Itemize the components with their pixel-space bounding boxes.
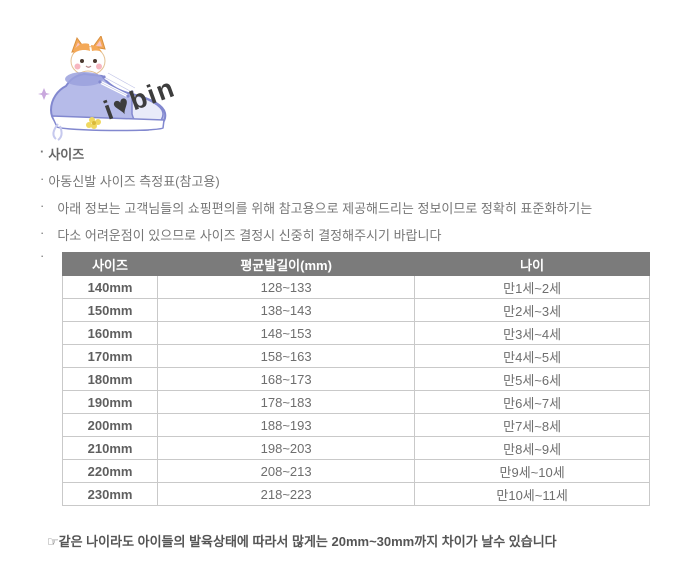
flower-icon [86, 117, 101, 129]
cell-size: 150mm [61, 298, 159, 322]
bullet-icon: · [40, 171, 45, 186]
cell-size: 180mm [61, 367, 159, 391]
cell-foot-length: 128~133 [157, 275, 416, 299]
cell-age: 만1세~2세 [414, 275, 650, 299]
bullet-icon: · [40, 248, 45, 263]
cell-foot-length: 218~223 [157, 482, 416, 506]
note-text: 사이즈 [48, 147, 85, 162]
header-age: 나이 [414, 252, 650, 276]
cell-age: 만9세~10세 [414, 459, 650, 483]
note-text: 아동신발 사이즈 측정표(참고용) [48, 174, 220, 189]
cell-foot-length: 158~163 [157, 344, 416, 368]
cell-size: 220mm [61, 459, 159, 483]
table-row: 210mm 198~203 만8세~9세 [61, 436, 650, 460]
size-chart: 사이즈 평균발길이(mm) 나이 140mm 128~133 만1세~2세 150mm… [61, 252, 650, 506]
header-foot-length: 평균발길이(mm) [157, 252, 416, 276]
cell-foot-length: 188~193 [157, 413, 416, 437]
cell-age: 만5세~6세 [414, 367, 650, 391]
table-header-row: 사이즈 평균발길이(mm) 나이 [61, 252, 650, 276]
table-row: 140mm 128~133 만1세~2세 [61, 275, 650, 299]
sneaker-cat-illustration: i♥bin [38, 34, 180, 141]
bullet-icon: · [40, 144, 45, 159]
note-line-size: · 사이즈 [40, 144, 670, 171]
sneaker-illustration [50, 71, 167, 141]
table-row: 160mm 148~153 만3세~4세 [61, 321, 650, 345]
cell-size: 170mm [61, 344, 159, 368]
cell-size: 140mm [61, 275, 159, 299]
table-row: 190mm 178~183 만6세~7세 [61, 390, 650, 414]
note-line-chart-title: · 아동신발 사이즈 측정표(참고용) [40, 171, 670, 198]
cell-age: 만6세~7세 [414, 390, 650, 414]
note-line-disclaimer-1: · 아래 정보는 고객님들의 쇼핑편의를 위해 참고용으로 제공해드리는 정보이… [40, 198, 670, 225]
cell-age: 만10세~11세 [414, 482, 650, 506]
notes-list: · 사이즈 · 아동신발 사이즈 측정표(참고용) · 아래 정보는 고객님들의… [40, 144, 670, 252]
cell-size: 190mm [61, 390, 159, 414]
footer-note: ☞같은 나이라도 아이들의 발육상태에 따라서 많게는 20mm~30mm까지 … [47, 534, 557, 549]
cell-age: 만2세~3세 [414, 298, 650, 322]
header-size: 사이즈 [61, 252, 159, 276]
cell-foot-length: 178~183 [157, 390, 416, 414]
shop-logo: i♥bin [36, 34, 206, 141]
table-row: 230mm 218~223 만10세~11세 [61, 482, 650, 506]
cell-foot-length: 138~143 [157, 298, 416, 322]
note-line-disclaimer-2: · 다소 어려운점이 있으므로 사이즈 결정시 신중히 결정해주시기 바랍니다 [40, 225, 670, 252]
cell-foot-length: 148~153 [157, 321, 416, 345]
bullet-icon: · [40, 225, 45, 240]
cell-age: 만4세~5세 [414, 344, 650, 368]
cell-size: 160mm [61, 321, 159, 345]
cell-size: 230mm [61, 482, 159, 506]
cell-size: 200mm [61, 413, 159, 437]
cell-age: 만3세~4세 [414, 321, 650, 345]
cell-size: 210mm [61, 436, 159, 460]
cell-age: 만8세~9세 [414, 436, 650, 460]
note-text: 다소 어려운점이 있으므로 사이즈 결정시 신중히 결정해주시기 바랍니다 [57, 228, 442, 243]
cell-age: 만7세~8세 [414, 413, 650, 437]
bullet-icon: · [40, 198, 45, 213]
cell-foot-length: 198~203 [157, 436, 416, 460]
table-row: 150mm 138~143 만2세~3세 [61, 298, 650, 322]
cell-foot-length: 168~173 [157, 367, 416, 391]
cell-foot-length: 208~213 [157, 459, 416, 483]
size-table: 사이즈 평균발길이(mm) 나이 140mm 128~133 만1세~2세 150mm… [61, 252, 650, 506]
table-row: 170mm 158~163 만4세~5세 [61, 344, 650, 368]
note-text: 아래 정보는 고객님들의 쇼핑편의를 위해 참고용으로 제공해드리는 정보이므로… [57, 201, 593, 216]
table-row: 180mm 168~173 만5세~6세 [61, 367, 650, 391]
sparkle-icon [38, 88, 50, 100]
table-row: 220mm 208~213 만9세~10세 [61, 459, 650, 483]
table-row: 200mm 188~193 만7세~8세 [61, 413, 650, 437]
